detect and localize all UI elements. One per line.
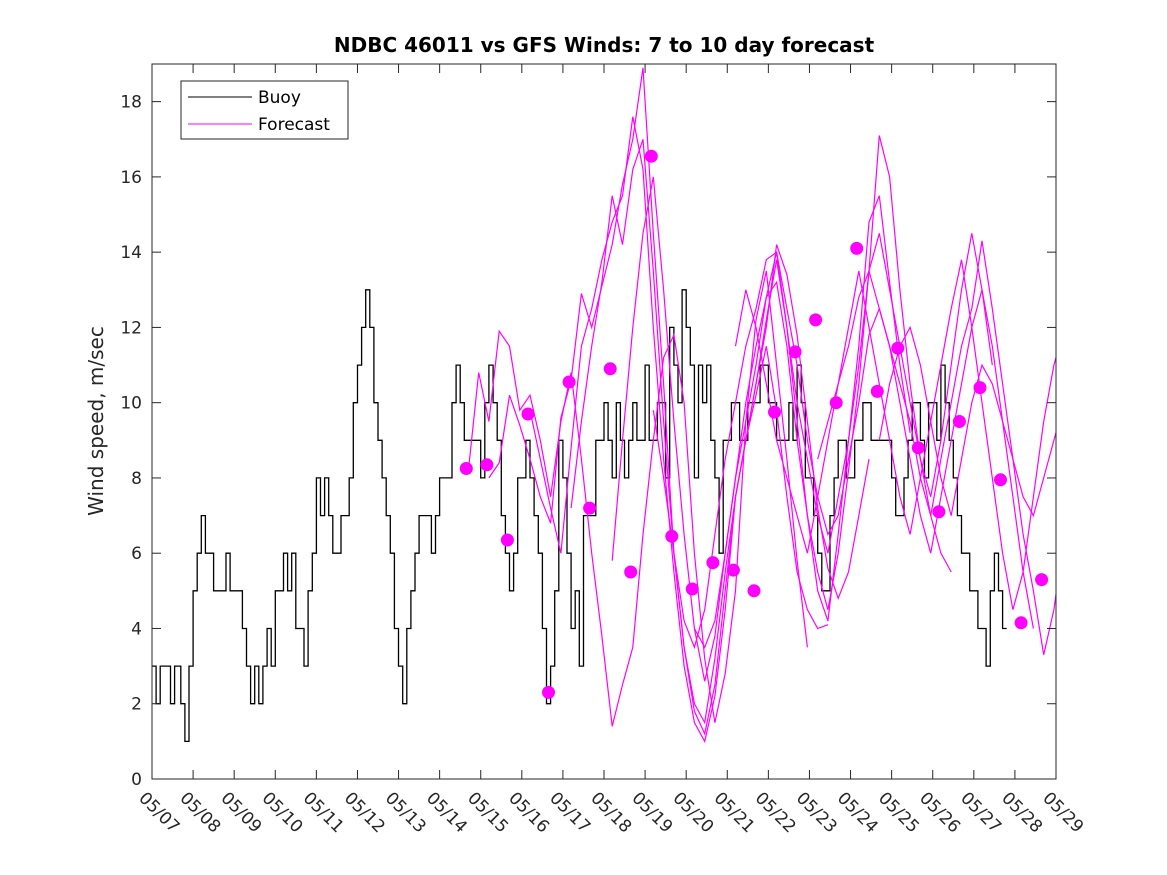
forecast-point bbox=[891, 341, 905, 355]
y-tick-label: 2 bbox=[131, 695, 142, 715]
forecast-run-line-3 bbox=[529, 116, 870, 744]
forecast-point bbox=[850, 241, 864, 255]
forecast-point bbox=[952, 415, 966, 428]
forecast-run-line-4 bbox=[570, 139, 911, 725]
y-tick-label: 6 bbox=[131, 544, 142, 564]
forecast-run-line-1 bbox=[467, 270, 808, 727]
forecast-run-line-2 bbox=[488, 67, 829, 736]
forecast-point bbox=[829, 396, 843, 410]
forecast-point bbox=[994, 473, 1007, 487]
buoy-line bbox=[152, 289, 1007, 743]
forecast-point bbox=[809, 313, 823, 327]
forecast-point bbox=[1014, 616, 1028, 630]
forecast-point bbox=[973, 381, 987, 395]
forecast-run-line-9 bbox=[817, 240, 1056, 655]
forecast-point bbox=[747, 584, 761, 598]
legend: Buoy Forecast bbox=[180, 80, 349, 140]
forecast-point bbox=[1035, 573, 1049, 587]
forecast-point bbox=[459, 462, 473, 475]
forecast-run-line-5 bbox=[611, 135, 952, 682]
forecast-point bbox=[480, 458, 494, 472]
forecast-point bbox=[500, 533, 514, 547]
y-tick-label: 4 bbox=[131, 619, 142, 639]
forecast-run-line-7 bbox=[693, 252, 1034, 649]
forecast-point bbox=[932, 505, 946, 519]
y-tick-label: 0 bbox=[131, 770, 142, 790]
forecast-point bbox=[521, 407, 535, 421]
y-axis-label: Wind speed, m/sec bbox=[84, 326, 108, 516]
legend-box bbox=[180, 80, 349, 140]
y-tick-label: 16 bbox=[120, 168, 142, 188]
series-group bbox=[152, 67, 1056, 744]
y-tick-label: 18 bbox=[120, 93, 142, 113]
forecast-point bbox=[726, 563, 740, 577]
forecast-point bbox=[583, 501, 597, 515]
forecast-point bbox=[788, 345, 802, 359]
y-tick-label: 8 bbox=[131, 469, 142, 489]
forecast-point bbox=[624, 565, 638, 579]
y-tick-label: 10 bbox=[120, 394, 142, 414]
legend-label-forecast: Forecast bbox=[258, 115, 330, 135]
forecast-point bbox=[768, 405, 781, 419]
forecast-run-line-10 bbox=[878, 325, 1056, 518]
forecast-point bbox=[911, 441, 925, 455]
forecast-point bbox=[706, 556, 720, 570]
forecast-point bbox=[603, 362, 617, 376]
forecast-point bbox=[685, 582, 699, 596]
forecast-point bbox=[870, 384, 884, 398]
y-tick-label: 14 bbox=[120, 243, 142, 263]
y-tick-label: 12 bbox=[120, 318, 142, 338]
legend-label-buoy: Buoy bbox=[258, 88, 301, 108]
forecast-point bbox=[542, 685, 555, 699]
chart-title: NDBC 46011 vs GFS Winds: 7 to 10 day for… bbox=[334, 33, 875, 57]
plot-area bbox=[152, 67, 1056, 744]
forecast-point bbox=[644, 149, 658, 163]
forecast-run-line-6 bbox=[652, 233, 993, 650]
forecast-run-line-8 bbox=[734, 259, 1056, 610]
forecast-point bbox=[562, 375, 576, 389]
forecast-point bbox=[665, 529, 679, 543]
